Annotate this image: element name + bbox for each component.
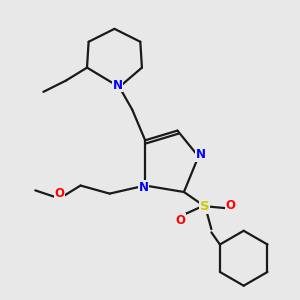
Text: O: O <box>176 214 186 226</box>
Text: O: O <box>55 187 64 200</box>
Text: S: S <box>200 200 210 213</box>
Text: N: N <box>139 181 148 194</box>
Text: N: N <box>113 79 123 92</box>
Text: O: O <box>226 199 236 212</box>
Text: N: N <box>196 148 206 161</box>
